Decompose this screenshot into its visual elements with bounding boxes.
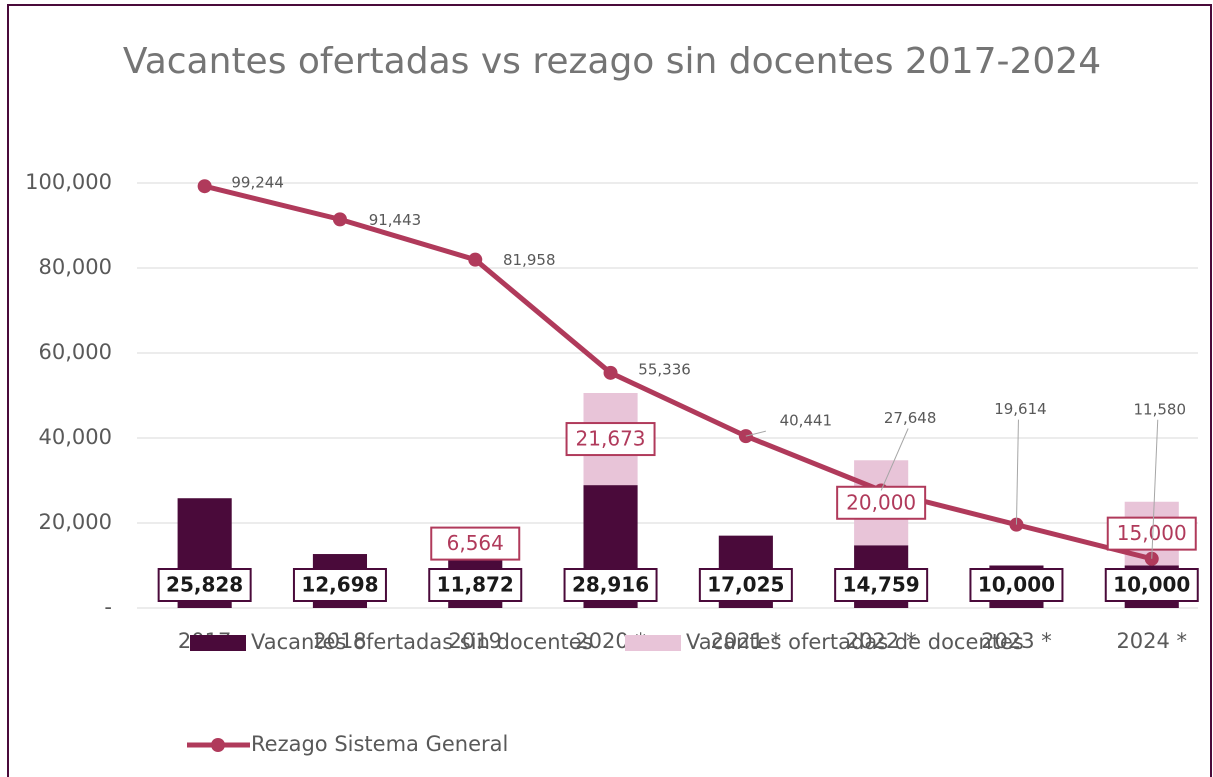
label-box xyxy=(292,568,387,602)
legend-label: Rezago Sistema General xyxy=(251,732,508,756)
label-box xyxy=(565,422,656,457)
label-box xyxy=(430,526,521,561)
data-label: 11,872 xyxy=(437,573,514,597)
line-point xyxy=(603,365,618,380)
label-box xyxy=(969,568,1064,602)
legend-swatch xyxy=(211,738,225,752)
label-box xyxy=(1104,568,1199,602)
data-label: 27,648 xyxy=(884,409,937,427)
data-label: 14,759 xyxy=(843,573,920,597)
chart-title: Vacantes ofertadas vs rezago sin docente… xyxy=(123,41,1101,82)
data-label: 10,000 xyxy=(1113,573,1190,597)
data-label: 28,916 xyxy=(572,573,649,597)
line-series xyxy=(204,183,1153,562)
label-box xyxy=(563,568,658,602)
leader-line xyxy=(1015,419,1019,525)
data-label: 21,673 xyxy=(576,427,646,451)
data-label: 17,025 xyxy=(707,573,784,597)
x-tick-label: 2018 xyxy=(313,629,366,653)
line-point xyxy=(197,179,212,194)
data-label: 40,441 xyxy=(780,412,833,430)
data-label: 99,244 xyxy=(231,174,284,192)
legend-label: Vacantes ofertadas sin docentes xyxy=(251,630,593,654)
label-box xyxy=(428,568,523,602)
y-tick-label: 60,000 xyxy=(39,340,112,364)
data-label: 15,000 xyxy=(1117,521,1187,545)
x-tick-label: 2019 xyxy=(449,629,502,653)
line-point xyxy=(468,252,483,267)
label-box xyxy=(157,568,252,602)
legend-swatch xyxy=(190,635,246,651)
data-label: 10,000 xyxy=(978,573,1055,597)
label-box xyxy=(698,568,793,602)
data-label: 55,336 xyxy=(638,360,691,378)
y-tick-label: 80,000 xyxy=(39,255,112,279)
data-label: 91,443 xyxy=(369,211,422,229)
y-tick-label: 20,000 xyxy=(39,510,112,534)
data-label: 11,580 xyxy=(1134,400,1187,418)
x-tick-label: 2023 * xyxy=(981,629,1052,653)
x-tick-label: 2024 * xyxy=(1116,629,1187,653)
leader-line xyxy=(745,430,766,437)
data-label: 20,000 xyxy=(846,490,916,514)
data-label: 12,698 xyxy=(301,573,378,597)
data-label: 81,958 xyxy=(503,251,556,269)
y-tick-label: 100,000 xyxy=(25,170,112,194)
leader-line xyxy=(880,428,909,491)
line-point xyxy=(332,212,347,227)
legend-label: Vacantes ofertadas de docentes xyxy=(686,630,1024,654)
y-tick-label: 40,000 xyxy=(39,425,112,449)
x-tick-label: 2021 * xyxy=(711,629,782,653)
x-tick-label: 2022 * xyxy=(846,629,917,653)
label-box xyxy=(834,568,929,602)
data-label: 19,614 xyxy=(994,400,1047,418)
data-label: 6,564 xyxy=(447,531,504,555)
leader-line xyxy=(1151,419,1159,559)
data-label: 25,828 xyxy=(166,573,243,597)
legend-swatch xyxy=(625,635,681,651)
y-tick-label: - xyxy=(104,595,112,619)
label-box xyxy=(836,485,927,520)
chart-border xyxy=(7,4,1212,777)
